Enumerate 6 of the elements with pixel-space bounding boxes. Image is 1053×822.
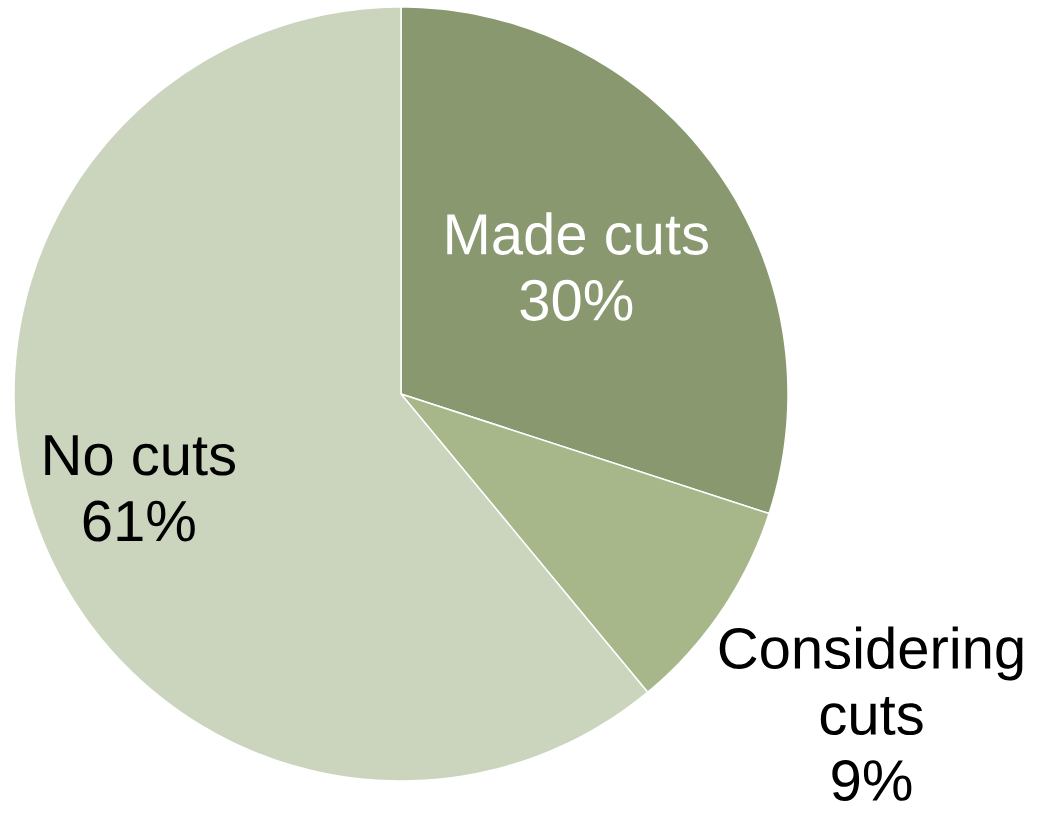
- slice-label: No cuts: [45, 435, 235, 476]
- data-label: 9%: [832, 759, 912, 802]
- data-label: 30%: [520, 279, 633, 321]
- data-label: 61%: [83, 500, 195, 542]
- slice-label: Considering cuts: [719, 626, 1023, 736]
- slice-label: Made cuts: [447, 212, 708, 255]
